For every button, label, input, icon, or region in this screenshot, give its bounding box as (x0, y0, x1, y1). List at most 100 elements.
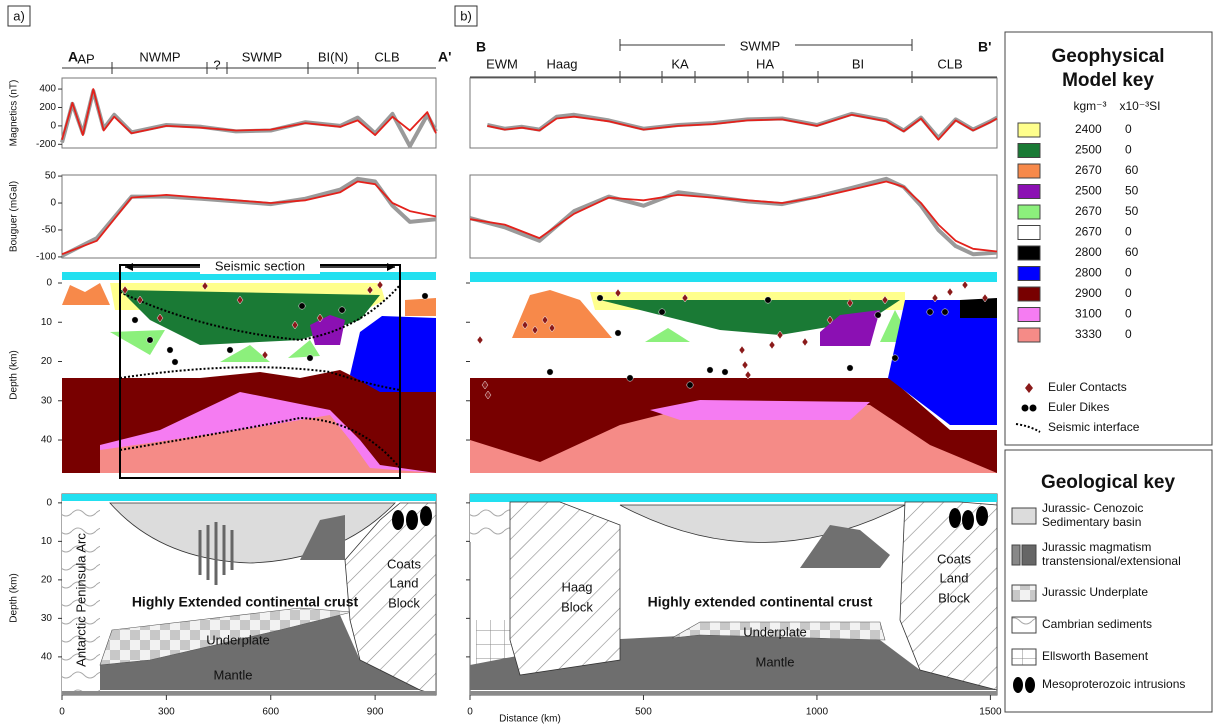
euler-dike (926, 308, 934, 316)
key-susceptibility: 60 (1125, 163, 1139, 177)
province-label: BI (852, 56, 864, 71)
plot-frame (469, 174, 998, 259)
x-tick-label: 600 (262, 707, 279, 718)
province-label: CLB (374, 49, 399, 64)
unit-label: Land (390, 575, 419, 590)
unit-label: Land (940, 570, 969, 585)
unit-label: Block (561, 599, 593, 614)
euler-contact (521, 320, 529, 330)
key-density: 2400 (1075, 122, 1102, 136)
key-susceptibility: 0 (1125, 122, 1132, 136)
key-susceptibility: 50 (1125, 204, 1139, 218)
key-symbol (1029, 404, 1037, 412)
label-box (454, 5, 478, 27)
key-swatch (1017, 327, 1041, 343)
euler-dike (131, 316, 139, 324)
euler-contact (481, 380, 489, 390)
key-box (1004, 449, 1213, 713)
y-tick-label: 0 (46, 497, 52, 508)
province-label: HA (756, 56, 774, 71)
euler-dike (846, 364, 854, 372)
euler-dike (306, 354, 314, 362)
key-swatch (1017, 225, 1041, 240)
key-density: 3330 (1075, 327, 1102, 341)
euler-dike (338, 306, 346, 314)
unit-label: Coats (387, 556, 421, 571)
key-swatch (1017, 184, 1041, 199)
key-susceptibility: 0 (1125, 286, 1132, 300)
euler-contact (316, 313, 324, 323)
euler-contact (136, 295, 144, 305)
y-axis-label: Magnetics (nT) (9, 80, 20, 147)
euler-dike (226, 346, 234, 354)
unit-label: Mantle (213, 667, 252, 682)
euler-contact (801, 337, 809, 347)
province-label: KA (671, 56, 689, 71)
y-tick-label: 0 (46, 278, 52, 289)
key-swatch (1017, 163, 1041, 179)
y-tick-label: -200 (36, 139, 56, 150)
series-line (61, 180, 437, 256)
plot-frame (61, 77, 437, 149)
key-swatch (1011, 584, 1037, 602)
key-item-label: transtensional/extensional (1042, 554, 1181, 568)
euler-contact (681, 293, 689, 303)
province-label: ? (213, 57, 220, 72)
y-tick-label: -50 (42, 225, 57, 236)
key-density: 2670 (1075, 204, 1102, 218)
y-tick-label: 30 (41, 395, 53, 406)
y-tick-label: 20 (41, 356, 53, 367)
x-tick-label: 300 (158, 707, 175, 718)
euler-contact (236, 295, 244, 305)
key-susceptibility: 0 (1125, 266, 1132, 280)
euler-contact (826, 315, 834, 325)
key-density: 2900 (1075, 286, 1102, 300)
euler-dike (706, 366, 714, 374)
x-tick-label: 0 (467, 707, 473, 718)
key-symbol (1015, 423, 1041, 433)
province-label: SWMP (242, 49, 282, 64)
label-box (7, 5, 31, 27)
y-tick-label: 50 (45, 171, 57, 182)
y-tick-label: 10 (41, 317, 53, 328)
key-density: 2500 (1075, 143, 1102, 157)
province-brackets (62, 39, 997, 83)
seismic-label: Seismic section (215, 258, 305, 273)
series-line (487, 113, 998, 141)
euler-dike (686, 381, 694, 389)
key-unit: x10⁻³SI (1119, 99, 1160, 113)
unit-label: Block (388, 595, 420, 610)
key-swatch (1017, 122, 1041, 138)
x-tick-label: 500 (635, 707, 652, 718)
unit-label: Underplate (743, 624, 807, 639)
euler-contact (121, 285, 129, 295)
key-susceptibility: 0 (1125, 225, 1132, 239)
euler-contact (376, 280, 384, 290)
y-tick-label: 10 (41, 536, 53, 547)
key-symbol-label: Seismic interface (1048, 420, 1140, 434)
key-swatch (1011, 507, 1037, 525)
y-axis-label: Depth (km) (9, 573, 20, 622)
euler-dike (171, 358, 179, 366)
euler-contact (931, 293, 939, 303)
y-axis-label: Bouguer (mGal) (9, 181, 20, 252)
key-density: 3100 (1075, 307, 1102, 321)
key-susceptibility: 0 (1125, 327, 1132, 341)
x-axis-label: Distance (km) (499, 714, 561, 725)
euler-contact (981, 293, 989, 303)
province-label: BI(N) (318, 49, 348, 64)
series-line (469, 176, 998, 257)
euler-dike (596, 294, 604, 302)
unit-label: Coats (937, 551, 971, 566)
key-item-label: Cambrian sediments (1042, 617, 1152, 631)
key-title: Geological key (1041, 472, 1176, 493)
density-model-b (470, 272, 997, 473)
key-swatch (1017, 143, 1041, 158)
key-susceptibility: 0 (1125, 307, 1132, 321)
y-tick-label: 30 (41, 613, 53, 624)
key-susceptibility: 0 (1125, 143, 1132, 157)
key-item-label: Ellsworth Basement (1042, 649, 1149, 663)
euler-contact (961, 280, 969, 290)
x-tick-label: 900 (367, 707, 384, 718)
